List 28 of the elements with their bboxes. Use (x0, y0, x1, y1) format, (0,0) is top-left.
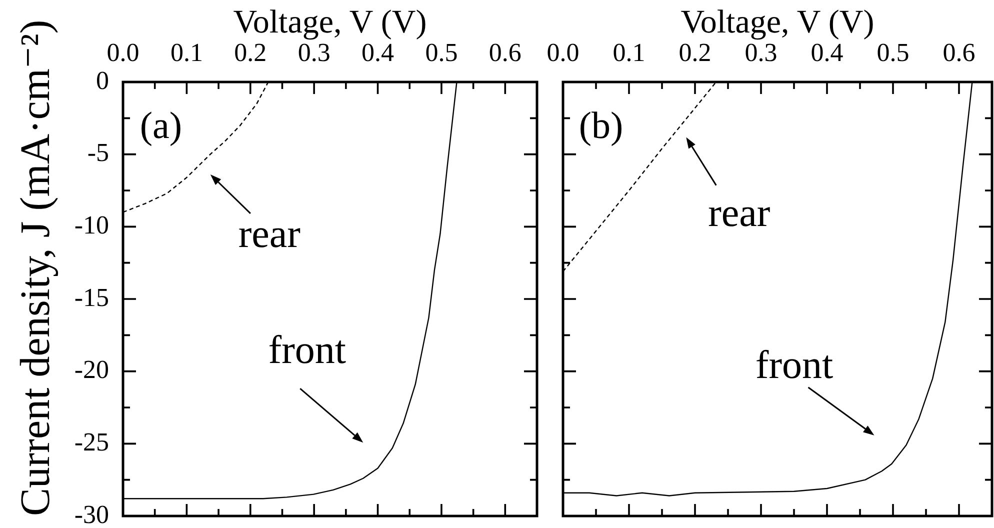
y-tick-label: -30 (74, 500, 109, 528)
annotation: rear (708, 190, 770, 235)
annotation: front (268, 327, 346, 372)
y-tick-label: -15 (74, 282, 109, 312)
x-tick-label: 0.4 (810, 38, 844, 68)
x-axis-title: Voltage, V (V) (233, 4, 427, 40)
x-tick-label: 0.2 (234, 38, 267, 68)
x-tick-label: 0.6 (488, 38, 522, 68)
x-tick-label: 0.5 (876, 38, 910, 68)
annotation: (b) (578, 104, 624, 147)
x-tick-label: 0.0 (546, 38, 580, 68)
x-tick-label: 0.2 (678, 38, 712, 68)
y-tick-label: 0 (96, 66, 109, 95)
x-tick-label: 0.6 (942, 38, 976, 68)
y-axis-title: Current density, J (mA·cm⁻²) (13, 20, 60, 516)
x-tick-label: 0.5 (425, 38, 458, 68)
x-axis-title: Voltage, V (V) (680, 4, 874, 40)
y-tick-label: -10 (74, 210, 109, 240)
y-tick-label: -25 (74, 427, 109, 456)
x-tick-label: 0.1 (612, 38, 646, 68)
x-tick-label: 0.4 (362, 38, 394, 68)
annotation: front (755, 342, 834, 387)
x-tick-label: 0.0 (106, 38, 140, 68)
y-tick-label: -5 (87, 138, 109, 168)
annotation: rear (238, 210, 301, 256)
x-tick-label: 0.1 (170, 38, 203, 68)
y-tick-label: -20 (74, 355, 109, 384)
annotation: (a) (140, 104, 182, 147)
